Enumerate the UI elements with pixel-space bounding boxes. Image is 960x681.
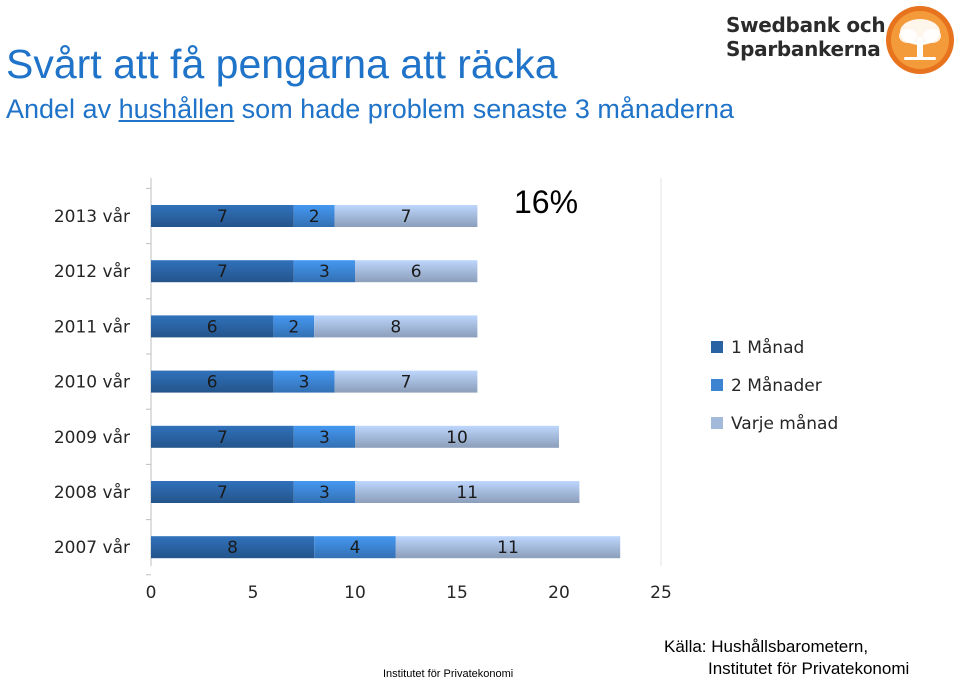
category-label: 2008 vår <box>54 482 130 503</box>
highlight-percentage: 16% <box>514 184 579 220</box>
bar-segment <box>334 205 478 227</box>
bar-segment <box>151 425 294 448</box>
data-label: 7 <box>401 207 412 227</box>
data-label: 7 <box>401 373 412 393</box>
source-note: Källa: Hushållsbarometern, Institutet fö… <box>664 636 909 680</box>
x-tick-label: 15 <box>446 583 468 603</box>
x-tick-label: 20 <box>548 583 570 603</box>
x-tick-label: 25 <box>650 583 672 603</box>
category-label: 2012 vår <box>54 261 130 282</box>
data-label: 6 <box>411 262 422 282</box>
bar-segment <box>293 481 355 503</box>
logo-text: Swedbank och Sparbankerna <box>726 13 886 61</box>
data-label: 6 <box>207 317 218 337</box>
data-label: 7 <box>217 207 228 227</box>
data-label: 3 <box>319 428 330 448</box>
legend-label: Varje månad <box>731 413 838 434</box>
bar-segment <box>151 536 315 559</box>
data-label: 4 <box>350 538 361 558</box>
data-label: 10 <box>446 428 468 448</box>
category-label: 2013 vår <box>54 206 130 227</box>
logo-line-1: Swedbank och <box>726 13 886 37</box>
oak-tree-icon <box>886 6 954 74</box>
data-label: 7 <box>217 483 228 503</box>
bar-segment <box>273 370 335 393</box>
legend-swatch <box>711 379 723 391</box>
bar-segment <box>314 315 478 338</box>
category-label: 2011 vår <box>54 316 130 337</box>
bar-segment <box>151 370 274 393</box>
subtitle-underlined: hushållen <box>118 94 235 124</box>
legend-label: 1 Månad <box>731 337 804 358</box>
x-tick-label: 5 <box>248 583 259 603</box>
bar-segment <box>151 315 274 338</box>
data-label: 8 <box>390 317 401 337</box>
bar-segment <box>395 536 621 559</box>
bar-segment <box>355 481 580 503</box>
data-label: 3 <box>319 483 330 503</box>
category-label: 2010 vår <box>54 372 130 393</box>
category-label: 2007 vår <box>54 537 130 558</box>
legend-swatch <box>711 417 723 429</box>
x-tick-label: 10 <box>344 583 366 603</box>
bar-segment <box>293 260 355 283</box>
bar-segment <box>355 260 478 283</box>
stacked-bar-chart: 2013 vår 7 2 7 2012 vår 7 3 6 2011 vår 6 2 8 2010 vå… <box>54 178 838 603</box>
bar-segment <box>355 425 559 448</box>
bar-segment <box>314 536 396 559</box>
data-label: 7 <box>217 262 228 282</box>
subtitle-pre: Andel av <box>6 94 119 124</box>
bar-segment <box>151 205 294 227</box>
data-label: 3 <box>319 262 330 282</box>
legend-swatch <box>711 341 723 353</box>
logo-line-2: Sparbankerna <box>726 37 881 61</box>
data-label: 2 <box>309 207 320 227</box>
data-label: 8 <box>227 538 238 558</box>
category-label: 2009 vår <box>54 427 130 448</box>
bar-segment <box>293 205 335 227</box>
data-label: 3 <box>299 373 310 393</box>
data-label: 7 <box>217 428 228 448</box>
footer-text: Institutet för Privatekonomi <box>383 668 514 680</box>
legend-label: 2 Månader <box>731 375 822 396</box>
source-line-1: Källa: Hushållsbarometern, <box>664 637 869 656</box>
data-label: 11 <box>456 483 478 503</box>
data-label: 2 <box>288 317 299 337</box>
bar-segment <box>293 425 355 448</box>
bar-segment <box>151 481 294 503</box>
bar-segment <box>334 370 478 393</box>
x-tick-label: 0 <box>146 583 157 603</box>
bar-segment <box>273 315 315 338</box>
page-subtitle: Andel av hushållen som hade problem sena… <box>6 96 734 123</box>
subtitle-post: som hade problem senaste 3 månaderna <box>234 94 734 124</box>
data-label: 6 <box>207 373 218 393</box>
swedbank-logo: Swedbank och Sparbankerna <box>718 0 960 80</box>
bar-segment <box>151 260 294 283</box>
data-label: 11 <box>497 538 519 558</box>
page-title: Svårt att få pengarna att räcka <box>6 41 558 87</box>
source-line-2: Institutet för Privatekonomi <box>708 659 910 678</box>
